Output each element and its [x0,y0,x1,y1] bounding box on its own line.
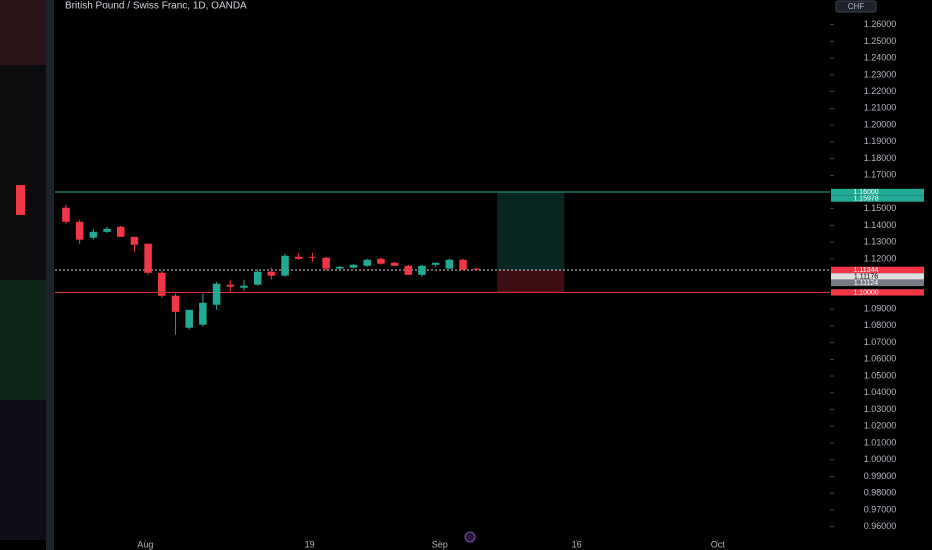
x-tick-label: Aug [137,539,153,549]
candle-body [144,243,152,273]
y-tick-label: 1.04000 [864,387,897,397]
left-panel-bottom [0,400,46,540]
candle-body [158,272,166,296]
price-tag [831,188,924,196]
candle-body [253,271,262,285]
candle-body [336,266,344,269]
candle-body [431,262,440,265]
y-tick-label: 1.24000 [864,53,897,63]
y-tick-label: 1.20000 [864,119,897,129]
candle-body [75,221,84,240]
y-tick-label: 1.14000 [864,220,897,230]
y-tick-label: 1.19000 [864,136,897,146]
y-tick-label: 1.01000 [864,437,897,447]
y-tick-label: 1.22000 [864,86,897,96]
y-tick-label: 0.96000 [864,521,897,531]
bottom-icon[interactable] [464,531,476,543]
profit-zone [497,192,565,270]
candle-body [445,259,454,269]
price-tag-label: 1.11176 [854,274,878,281]
y-tick-label: 1.26000 [864,19,897,29]
candle-body [226,284,235,287]
candle-body [349,264,358,268]
candle-body [130,236,139,245]
price-tag-label: 1.11344 [854,267,879,274]
chart-title: British Pound / Swiss Franc, 1D, OANDA [65,1,247,12]
price-tag [831,195,924,202]
candle-body [459,259,467,270]
candle-body [212,283,221,305]
candle-body [185,309,193,328]
loss-zone [497,269,565,293]
price-tag [831,273,924,280]
x-tick-label: Sep [432,539,448,549]
candle-body [62,207,70,222]
candle-body [472,268,481,270]
y-tick-label: 1.12000 [864,253,897,263]
left-panel-top [0,0,46,65]
y-tick-label: 0.97000 [864,504,897,514]
currency-button[interactable] [835,0,877,13]
left-panel-mid [0,65,46,280]
price-tag [831,266,924,274]
candle-body [308,256,317,258]
price-tag-label: 1.10000 [853,290,878,297]
candle-body [116,226,125,237]
candle-body [377,258,385,264]
price-tag [831,289,924,296]
y-tick-label: 0.99000 [864,471,897,481]
y-tick-label: 1.02000 [864,421,897,431]
y-tick-label: 1.09000 [864,304,897,314]
price-tag-label: 1.15978 [853,196,878,203]
y-tick-label: 1.03000 [864,404,897,414]
candle-body [103,228,111,232]
y-tick-label: 1.06000 [864,354,897,364]
x-tick-label: 16 [572,539,582,549]
y-tick-label: 1.00000 [864,454,897,464]
price-tag-label: 1.11124 [854,280,878,287]
y-tick-label: 1.21000 [864,103,897,113]
y-tick-label: 1.15000 [864,203,897,213]
x-tick-label: Oct [711,539,726,549]
candle-body [390,262,399,266]
candle-body [267,271,276,276]
y-tick-label: 1.25000 [864,36,897,46]
y-tick-label: 1.23000 [864,69,897,79]
y-tick-label: 1.05000 [864,370,897,380]
divider [46,0,54,550]
candle-body [240,285,248,288]
y-tick-label: 1.07000 [864,337,897,347]
candle-body [322,257,330,269]
price-tag-label: 1.16000 [853,189,878,196]
y-tick-label: 1.08000 [864,320,897,330]
candle-body [363,259,371,266]
candle-body [171,295,180,312]
candle-body [89,231,98,238]
y-tick-label: 1.17000 [864,170,897,180]
x-tick-label: 19 [305,539,315,549]
candle-body [199,302,207,325]
candle-body [281,255,289,276]
candle-body [294,256,303,259]
y-tick-label: 1.18000 [864,153,897,163]
candle-body [418,265,426,275]
left-panel-candle [16,185,25,215]
candle-body [404,265,413,275]
price-tag [831,279,924,287]
y-tick-label: 1.13000 [864,237,897,247]
y-tick-label: 0.98000 [864,488,897,498]
left-panel-green [0,280,46,400]
currency: CHF [848,2,865,11]
